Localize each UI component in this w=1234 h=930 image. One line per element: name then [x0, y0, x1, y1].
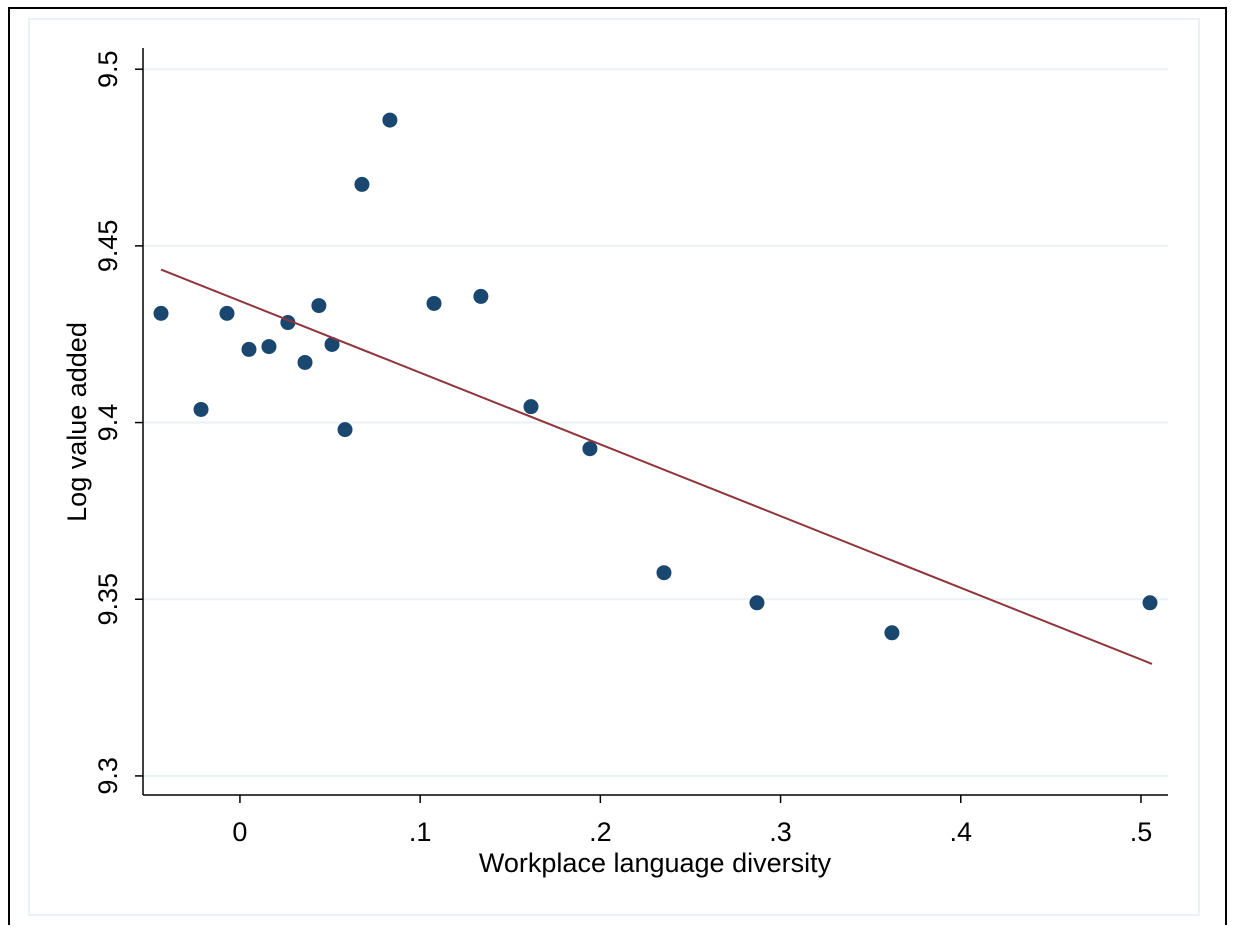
data-point [354, 176, 370, 192]
data-point [523, 399, 539, 415]
data-point [884, 625, 900, 641]
fit-line [160, 268, 1153, 665]
data-point [473, 288, 489, 304]
x-tick-label: 0 [232, 817, 247, 847]
data-point [1142, 595, 1158, 611]
data-point [582, 441, 598, 457]
data-point [219, 305, 235, 321]
data-point [382, 112, 398, 128]
y-tick-label: 9.35 [93, 573, 123, 626]
data-point [426, 295, 442, 311]
data-point [261, 339, 277, 355]
data-point [656, 565, 672, 581]
x-tick-label: .2 [589, 817, 612, 847]
y-tick-label: 9.45 [93, 220, 123, 273]
data-point [324, 336, 340, 352]
y-tick-label: 9.4 [93, 404, 123, 442]
y-axis-title: Log value added [62, 322, 92, 522]
data-point [241, 341, 257, 357]
data-point [749, 595, 765, 611]
outer-frame [8, 7, 1227, 925]
x-tick-label: .1 [409, 817, 432, 847]
inner-frame [28, 18, 1200, 916]
data-point [297, 354, 313, 370]
x-tick-label: .3 [769, 817, 792, 847]
x-tick-label: .5 [1130, 817, 1153, 847]
data-point [193, 401, 209, 417]
x-axis-title: Workplace language diversity [479, 848, 832, 878]
y-tick-label: 9.3 [93, 757, 123, 795]
data-point [337, 422, 353, 438]
x-tick-label: .4 [949, 817, 972, 847]
data-point [153, 305, 169, 321]
data-point [311, 298, 327, 314]
y-tick-label: 9.5 [93, 50, 123, 88]
